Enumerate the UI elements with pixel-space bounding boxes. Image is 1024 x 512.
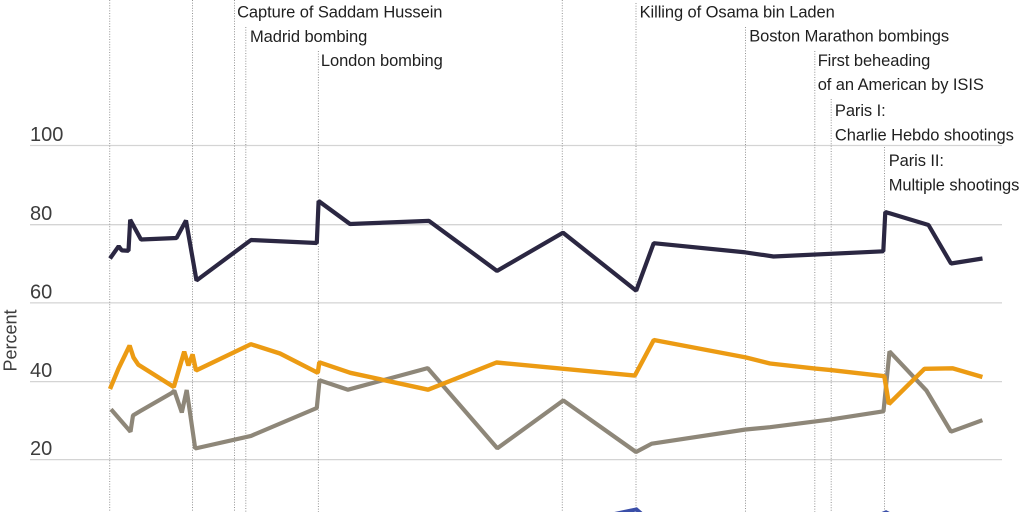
svg-text:60: 60: [30, 281, 52, 303]
svg-text:of an American by ISIS: of an American by ISIS: [818, 76, 984, 94]
svg-text:Boston Marathon bombings: Boston Marathon bombings: [749, 28, 949, 46]
svg-text:Percent: Percent: [1, 309, 21, 371]
svg-text:Killing of Osama bin Laden: Killing of Osama bin Laden: [640, 4, 835, 22]
svg-text:80: 80: [30, 203, 52, 225]
svg-text:London bombing: London bombing: [321, 52, 443, 70]
svg-text:Charlie Hebdo shootings: Charlie Hebdo shootings: [835, 127, 1014, 145]
svg-text:Multiple shootings: Multiple shootings: [889, 177, 1020, 195]
svg-text:First beheading: First beheading: [818, 52, 931, 70]
svg-text:20: 20: [30, 438, 52, 460]
svg-text:Capture of Saddam Hussein: Capture of Saddam Hussein: [237, 4, 442, 22]
svg-text:Madrid bombing: Madrid bombing: [250, 28, 367, 46]
svg-text:Paris I:: Paris I:: [835, 102, 886, 120]
svg-text:Paris II:: Paris II:: [889, 152, 944, 170]
svg-text:40: 40: [30, 360, 52, 382]
svg-text:100: 100: [30, 124, 63, 146]
